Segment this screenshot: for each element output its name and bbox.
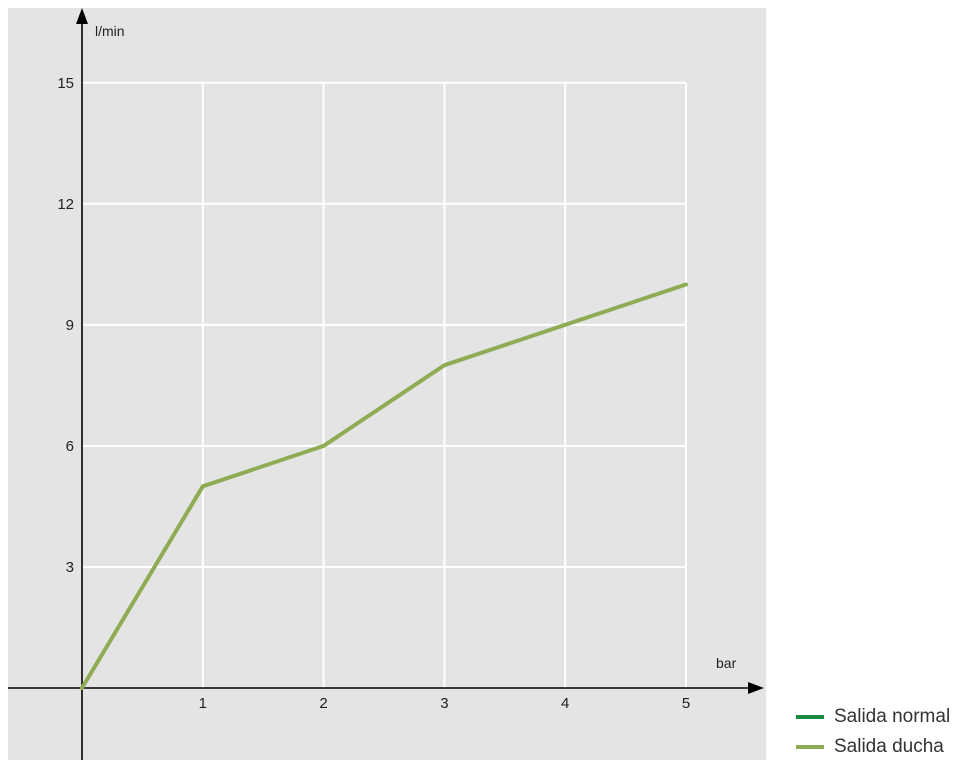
legend: Salida normal Salida ducha xyxy=(796,702,950,762)
x-tick-label-2: 2 xyxy=(319,695,327,712)
legend-item-salida-normal: Salida normal xyxy=(796,702,950,732)
grid-lines xyxy=(82,81,687,688)
x-tick-label-3: 3 xyxy=(440,695,448,712)
series-line-salida-ducha xyxy=(80,282,688,690)
y-tick-labels: 3 6 9 12 15 xyxy=(57,75,74,576)
y-tick-label-12: 12 xyxy=(57,196,74,213)
y-tick-label-6: 6 xyxy=(66,438,74,455)
legend-label-salida-normal: Salida normal xyxy=(834,706,951,727)
legend-item-salida-ducha: Salida ducha xyxy=(796,732,950,762)
x-tick-label-5: 5 xyxy=(682,695,690,712)
legend-swatch-salida-ducha xyxy=(796,745,824,749)
y-tick-label-9: 9 xyxy=(66,317,74,334)
x-tick-labels: 1 2 3 4 5 xyxy=(199,695,691,712)
legend-label-salida-ducha: Salida ducha xyxy=(834,736,944,757)
y-tick-label-3: 3 xyxy=(66,559,74,576)
y-axis-title: l/min xyxy=(95,23,125,39)
y-axis-arrow-icon xyxy=(76,8,88,24)
x-axis-arrow-icon xyxy=(748,682,764,694)
y-tick-label-15: 15 xyxy=(57,75,74,92)
series-lines xyxy=(80,282,688,690)
x-axis-title: bar xyxy=(716,655,737,671)
x-tick-label-4: 4 xyxy=(561,695,569,712)
x-tick-label-1: 1 xyxy=(199,695,207,712)
axes xyxy=(8,8,764,760)
legend-swatch-salida-normal xyxy=(796,715,824,719)
plot-background xyxy=(8,8,766,760)
